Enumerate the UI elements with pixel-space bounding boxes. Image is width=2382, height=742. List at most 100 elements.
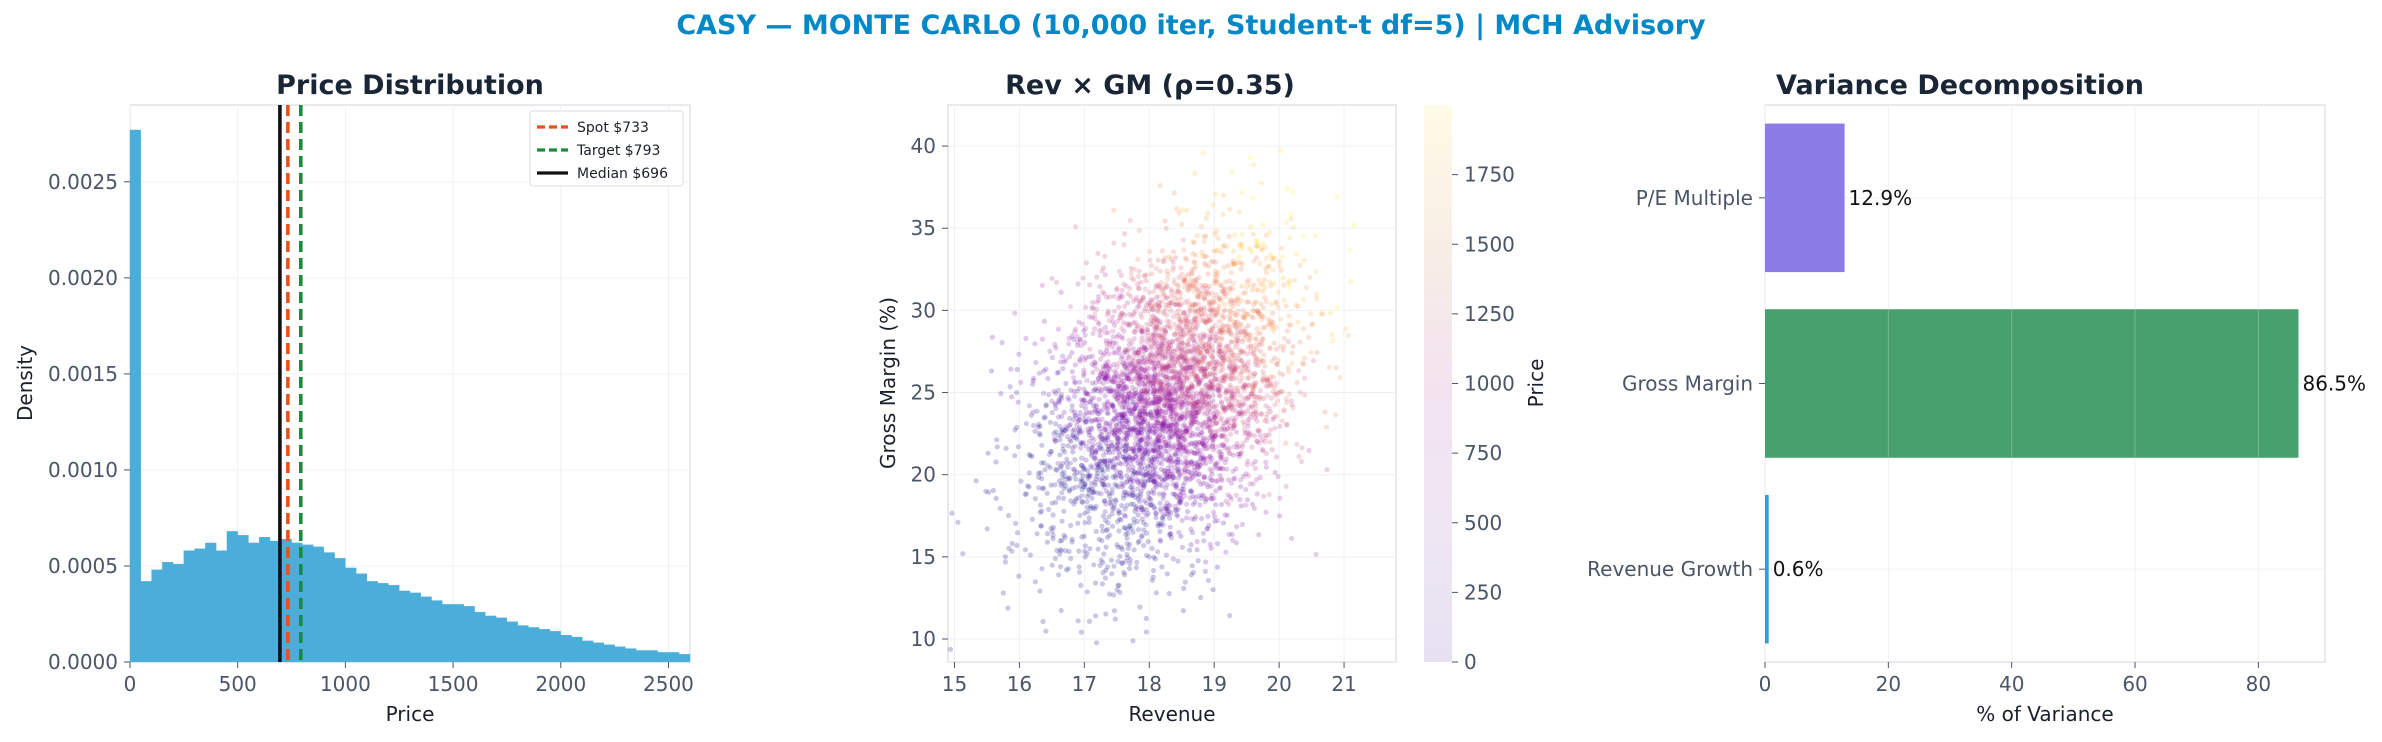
scatter-point — [1169, 392, 1175, 398]
scatter-point — [1236, 325, 1242, 331]
scatter-point — [1251, 258, 1257, 264]
scatter-point — [1195, 357, 1201, 363]
scatter-point — [1058, 607, 1064, 614]
scatter-point — [1226, 234, 1232, 240]
scatter-point — [1172, 397, 1178, 403]
scatter-point — [1145, 463, 1151, 469]
scatter-point — [1121, 410, 1127, 416]
scatter-point — [1046, 451, 1053, 458]
scatter-point — [1178, 319, 1184, 325]
scatter-point — [1273, 380, 1279, 386]
scatter-point — [1155, 283, 1161, 289]
scatter-point — [1172, 430, 1178, 436]
scatter-point — [1167, 515, 1173, 521]
scatter-point — [1250, 302, 1256, 308]
scatter-point — [1104, 368, 1110, 374]
scatter-point — [1229, 350, 1235, 356]
scatter-point — [1139, 351, 1146, 358]
scatter-point — [1273, 392, 1279, 398]
scatter-point — [1123, 456, 1130, 462]
scatter-point — [1111, 505, 1117, 511]
scatter-point — [1168, 411, 1174, 417]
scatter-point — [1187, 358, 1193, 364]
scatter-point — [1117, 438, 1123, 444]
scatter-point — [1263, 435, 1269, 441]
scatter-point — [1179, 544, 1186, 551]
scatter-point — [1187, 385, 1194, 391]
scatter-point — [1166, 363, 1172, 369]
scatter-point — [1221, 373, 1227, 379]
rev-gm-scatter-panel: Rev × GM (ρ=0.35) 15 16 17 18 19 20 21 1015202… — [876, 70, 1548, 726]
scatter-point — [1214, 420, 1220, 426]
scatter-point — [1206, 522, 1212, 529]
scatter-point — [1195, 558, 1201, 564]
density-ytick-label: 0.0020 — [48, 266, 118, 290]
scatter-point — [1151, 367, 1157, 373]
scatter-point — [1160, 258, 1167, 264]
scatter-point — [1118, 356, 1124, 362]
scatter-point — [1088, 505, 1094, 511]
scatter-point — [1136, 447, 1142, 453]
scatter-point — [1066, 397, 1072, 403]
scatter-point — [1060, 460, 1066, 466]
scatter-point — [1163, 485, 1169, 491]
scatter-point — [1174, 388, 1180, 394]
scatter-point — [1240, 473, 1246, 480]
scatter-point — [1219, 433, 1225, 439]
scatter-point — [1119, 377, 1125, 384]
scatter-point — [1210, 418, 1216, 424]
scatter-point — [1217, 342, 1223, 348]
scatter-point — [1151, 472, 1158, 478]
scatter-point — [1155, 377, 1161, 384]
scatter-point — [1205, 577, 1211, 584]
scatter-point — [1253, 238, 1259, 244]
scatter-point — [1233, 429, 1239, 435]
scatter-point — [1144, 391, 1150, 397]
scatter-point — [1280, 372, 1286, 378]
scatter-point — [1075, 495, 1082, 501]
scatter-point — [1104, 405, 1110, 411]
scatter-point — [1260, 377, 1266, 383]
scatter-point — [1158, 466, 1164, 472]
scatter-point — [1134, 369, 1141, 376]
scatter-point — [1211, 411, 1217, 417]
scatter-point — [1253, 355, 1259, 361]
scatter-point — [1130, 376, 1136, 382]
scatter-point — [1123, 418, 1129, 425]
scatter-point — [1237, 402, 1243, 408]
scatter-point — [1133, 386, 1139, 393]
scatter-point — [1242, 364, 1248, 370]
scatter-point — [1131, 366, 1137, 373]
scatter-point — [1215, 541, 1221, 547]
scatter-point — [1202, 442, 1208, 448]
scatter-point — [1265, 322, 1271, 328]
scatter-point — [1207, 371, 1214, 377]
scatter-point — [1249, 287, 1256, 293]
scatter-point — [1110, 474, 1116, 480]
scatter-point — [1130, 529, 1136, 535]
scatter-point — [1129, 467, 1135, 473]
scatter-point — [1199, 366, 1205, 372]
density-ytick-label: 0.0000 — [48, 650, 118, 674]
histogram-bar — [356, 573, 368, 663]
scatter-point — [1127, 455, 1133, 461]
scatter-point — [1163, 409, 1169, 415]
scatter-point — [1100, 560, 1106, 566]
scatter-point — [1153, 376, 1159, 382]
scatter-point — [1209, 381, 1215, 387]
scatter-point — [1123, 358, 1129, 364]
scatter-point — [1207, 344, 1213, 350]
scatter-point — [1213, 488, 1219, 494]
scatter-point — [1195, 431, 1201, 437]
scatter-point — [1138, 365, 1144, 371]
scatter-point — [1096, 419, 1102, 425]
scatter-point — [1105, 365, 1111, 371]
scatter-point — [1121, 363, 1127, 369]
scatter-point — [1057, 551, 1063, 557]
scatter-point — [1211, 366, 1217, 372]
scatter-point — [1212, 359, 1218, 365]
scatter-point — [1238, 403, 1244, 410]
scatter-point — [1104, 399, 1111, 405]
scatter-point — [1204, 496, 1210, 502]
scatter-point — [1178, 328, 1184, 334]
